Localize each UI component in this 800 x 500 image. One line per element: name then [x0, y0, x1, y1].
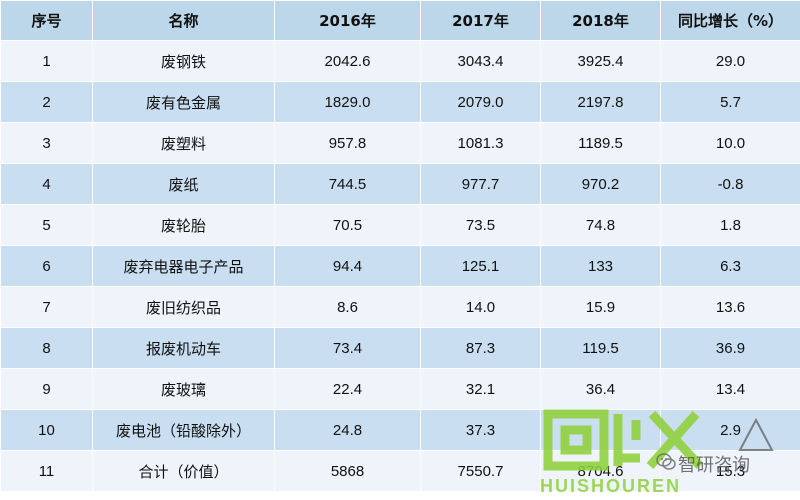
cell-2018: 133 — [540, 245, 661, 287]
cell-growth: 36.9 — [660, 327, 800, 369]
cell-index: 7 — [0, 286, 93, 328]
table-row: 8 报废机动车 73.4 87.3 119.5 36.9 — [0, 327, 800, 369]
cell-growth: 10.0 — [660, 122, 800, 164]
cell-name: 废电池（铅酸除外） — [92, 409, 275, 451]
cell-2016: 70.5 — [274, 204, 421, 246]
cell-name: 废钢铁 — [92, 40, 275, 82]
cell-index: 10 — [0, 409, 93, 451]
table-body: 1 废钢铁 2042.6 3043.4 3925.4 29.0 2 废有色金属 … — [0, 40, 800, 492]
cell-2017: 3043.4 — [420, 40, 541, 82]
cell-name: 废纸 — [92, 163, 275, 205]
cell-2017: 1081.3 — [420, 122, 541, 164]
cell-name: 废弃电器电子产品 — [92, 245, 275, 287]
cell-2017: 14.0 — [420, 286, 541, 328]
cell-name: 废轮胎 — [92, 204, 275, 246]
cell-2017: 87.3 — [420, 327, 541, 369]
cell-2016: 5868 — [274, 450, 421, 492]
cell-2018: 1189.5 — [540, 122, 661, 164]
header-cell-name: 名称 — [92, 0, 275, 41]
cell-2017: 73.5 — [420, 204, 541, 246]
cell-2016: 22.4 — [274, 368, 421, 410]
header-cell-growth: 同比增长（%） — [660, 0, 800, 41]
table-row: 9 废玻璃 22.4 32.1 36.4 13.4 — [0, 368, 800, 410]
cell-name: 废有色金属 — [92, 81, 275, 123]
table-row: 10 废电池（铅酸除外） 24.8 37.3 2.9 — [0, 409, 800, 451]
table-row: 5 废轮胎 70.5 73.5 74.8 1.8 — [0, 204, 800, 246]
cell-2018: 3925.4 — [540, 40, 661, 82]
cell-2017: 7550.7 — [420, 450, 541, 492]
cell-2018: 2197.8 — [540, 81, 661, 123]
header-row: 序号 名称 2016年 2017年 2018年 同比增长（%） — [0, 0, 800, 41]
cell-growth: -0.8 — [660, 163, 800, 205]
cell-2017: 977.7 — [420, 163, 541, 205]
cell-2016: 1829.0 — [274, 81, 421, 123]
cell-growth: 13.4 — [660, 368, 800, 410]
header-cell-2016: 2016年 — [274, 0, 421, 41]
cell-index: 4 — [0, 163, 93, 205]
cell-index: 2 — [0, 81, 93, 123]
table-row: 6 废弃电器电子产品 94.4 125.1 133 6.3 — [0, 245, 800, 287]
cell-2018: 970.2 — [540, 163, 661, 205]
cell-index: 11 — [0, 450, 93, 492]
cell-2016: 24.8 — [274, 409, 421, 451]
cell-index: 9 — [0, 368, 93, 410]
cell-2018: 8704.6 — [540, 450, 661, 492]
cell-name: 废玻璃 — [92, 368, 275, 410]
cell-growth: 13.6 — [660, 286, 800, 328]
cell-name: 废塑料 — [92, 122, 275, 164]
header-cell-2018: 2018年 — [540, 0, 661, 41]
header-cell-2017: 2017年 — [420, 0, 541, 41]
table-row: 11 合计（价值） 5868 7550.7 8704.6 15.3 — [0, 450, 800, 492]
cell-index: 8 — [0, 327, 93, 369]
cell-growth: 2.9 — [660, 409, 800, 451]
table-header: 序号 名称 2016年 2017年 2018年 同比增长（%） — [0, 0, 800, 41]
cell-name: 废旧纺织品 — [92, 286, 275, 328]
cell-2016: 957.8 — [274, 122, 421, 164]
cell-2017: 32.1 — [420, 368, 541, 410]
cell-2018: 36.4 — [540, 368, 661, 410]
cell-2017: 125.1 — [420, 245, 541, 287]
table-row: 2 废有色金属 1829.0 2079.0 2197.8 5.7 — [0, 81, 800, 123]
cell-2016: 73.4 — [274, 327, 421, 369]
cell-2017: 2079.0 — [420, 81, 541, 123]
table-row: 7 废旧纺织品 8.6 14.0 15.9 13.6 — [0, 286, 800, 328]
cell-2018: 15.9 — [540, 286, 661, 328]
cell-2018: 119.5 — [540, 327, 661, 369]
cell-index: 3 — [0, 122, 93, 164]
table-row: 3 废塑料 957.8 1081.3 1189.5 10.0 — [0, 122, 800, 164]
cell-name: 报废机动车 — [92, 327, 275, 369]
cell-2017: 37.3 — [420, 409, 541, 451]
cell-growth: 1.8 — [660, 204, 800, 246]
cell-2016: 744.5 — [274, 163, 421, 205]
cell-2016: 2042.6 — [274, 40, 421, 82]
cell-growth: 6.3 — [660, 245, 800, 287]
header-cell-index: 序号 — [0, 0, 93, 41]
cell-name: 合计（价值） — [92, 450, 275, 492]
cell-2016: 8.6 — [274, 286, 421, 328]
cell-growth: 15.3 — [660, 450, 800, 492]
table-row: 1 废钢铁 2042.6 3043.4 3925.4 29.0 — [0, 40, 800, 82]
cell-2018: 74.8 — [540, 204, 661, 246]
cell-2018 — [540, 409, 661, 451]
cell-growth: 5.7 — [660, 81, 800, 123]
cell-2016: 94.4 — [274, 245, 421, 287]
table-row: 4 废纸 744.5 977.7 970.2 -0.8 — [0, 163, 800, 205]
cell-index: 6 — [0, 245, 93, 287]
cell-growth: 29.0 — [660, 40, 800, 82]
cell-index: 1 — [0, 40, 93, 82]
cell-index: 5 — [0, 204, 93, 246]
